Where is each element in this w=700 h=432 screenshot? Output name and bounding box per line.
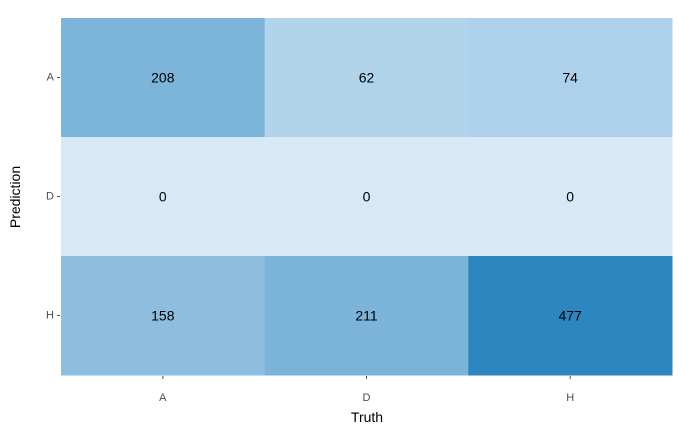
cell-value-label: 0 xyxy=(159,189,167,205)
cell-value-label: 62 xyxy=(359,70,375,86)
heatmap-cells xyxy=(61,18,673,376)
cell-value-label: 208 xyxy=(151,70,175,86)
heatmap-cell xyxy=(468,137,673,257)
y-tick-label: D xyxy=(46,191,54,203)
heatmap-cell xyxy=(264,137,469,257)
heatmap-cell xyxy=(61,137,266,257)
heatmap-cell xyxy=(264,18,469,138)
heatmap-cell xyxy=(264,256,469,376)
heatmap-cell xyxy=(468,256,673,376)
y-tick-label: A xyxy=(47,72,55,84)
x-tick-label: A xyxy=(159,392,167,404)
y-tick-label: H xyxy=(46,310,54,322)
x-tick-label: H xyxy=(566,392,574,404)
cell-value-label: 0 xyxy=(566,189,574,205)
heatmap-cell-labels: 208 62 74 0 0 0 158 211 477 xyxy=(151,70,582,324)
cell-value-label: 158 xyxy=(151,308,175,324)
y-axis-title: Prediction xyxy=(7,166,23,228)
cell-value-label: 477 xyxy=(558,308,582,324)
cell-value-label: 0 xyxy=(363,189,371,205)
heatmap-cell xyxy=(61,256,266,376)
x-axis-title: Truth xyxy=(351,409,383,425)
cell-value-label: 211 xyxy=(355,308,378,324)
cell-value-label: 74 xyxy=(562,70,578,86)
y-axis-ticks: A D H xyxy=(46,72,60,322)
heatmap-cell xyxy=(468,18,673,138)
heatmap-cell xyxy=(61,18,266,138)
x-tick-label: D xyxy=(363,392,371,404)
